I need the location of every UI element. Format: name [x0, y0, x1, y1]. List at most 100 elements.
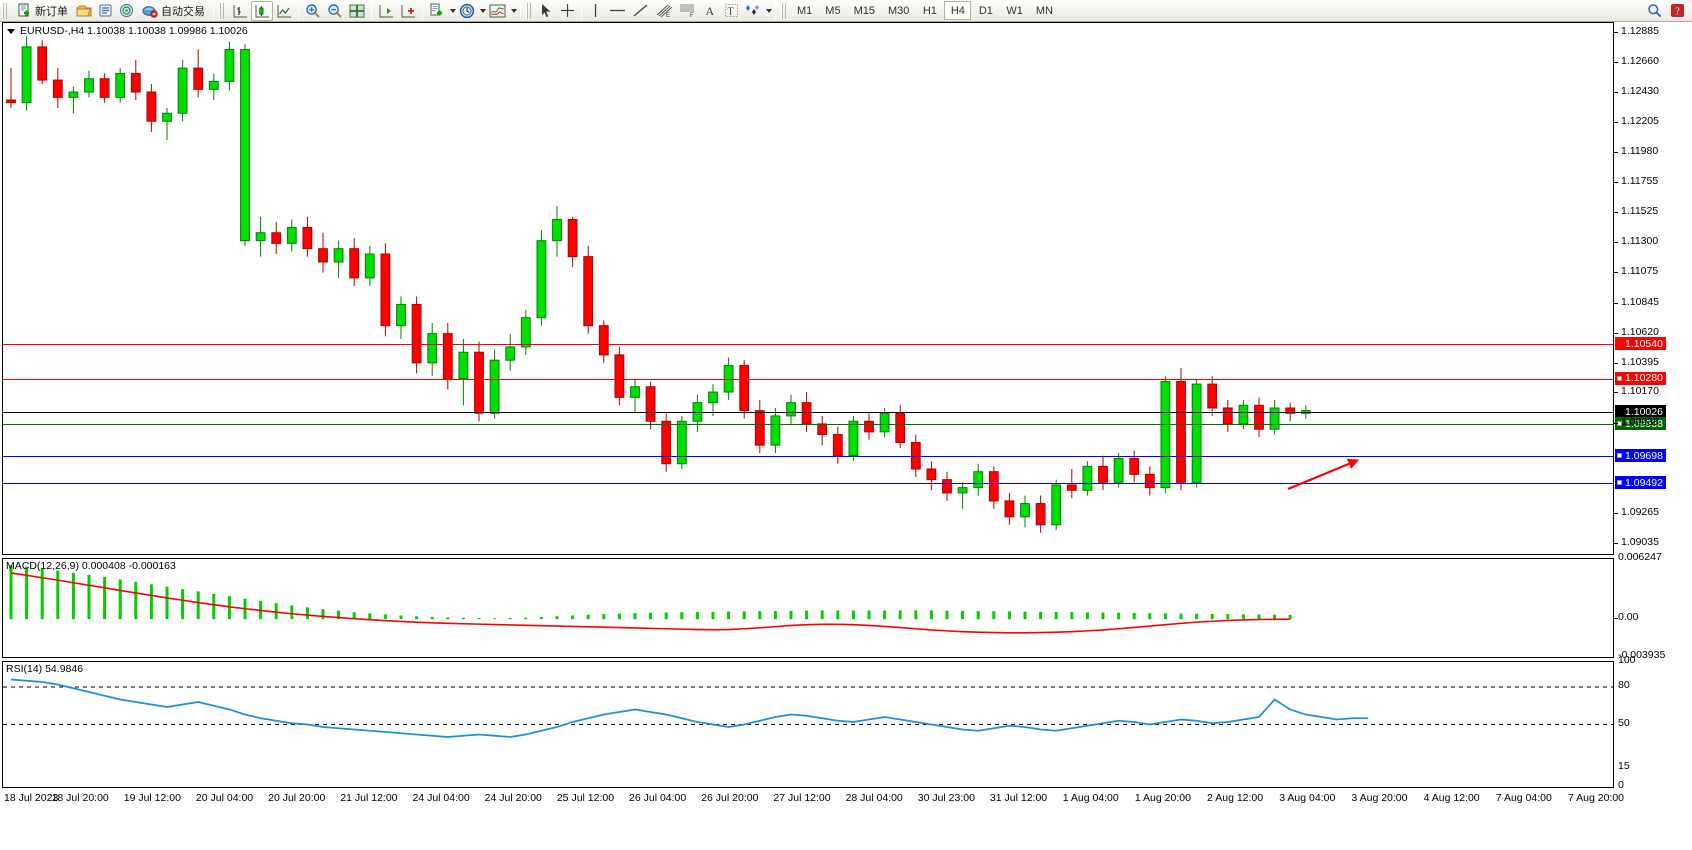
text-a-icon: A	[704, 3, 717, 18]
fibonacci-button[interactable]: F	[676, 1, 700, 21]
chart-shift-button[interactable]	[397, 1, 419, 21]
toolbar-separator-4	[422, 2, 423, 19]
toolbar-grip-3[interactable]	[526, 2, 533, 19]
timeframe-m15[interactable]: M15	[853, 4, 875, 17]
drag-knob[interactable]	[1617, 375, 1622, 381]
timeframe-h1[interactable]: H1	[922, 4, 937, 17]
help-button[interactable]: ?	[1667, 1, 1688, 21]
text-label-button[interactable]: T	[721, 1, 742, 21]
crosshair-icon	[560, 3, 575, 18]
candlestick-button[interactable]	[251, 0, 273, 21]
price-tick-label: 1.10170	[1621, 385, 1659, 398]
indicators-dropdown-caret[interactable]	[450, 8, 456, 13]
support-line-green-label[interactable]: 1.09938	[1615, 417, 1666, 431]
period-dropdown-caret[interactable]	[480, 8, 486, 13]
timeframe-w1[interactable]: W1	[1006, 4, 1023, 17]
auto-scroll-button[interactable]	[375, 1, 397, 21]
price-label-text: 1.09698	[1625, 449, 1663, 462]
line-chart-button[interactable]	[273, 1, 295, 21]
toolbar-separator-5	[520, 2, 521, 19]
period-button[interactable]	[456, 1, 478, 21]
bar-chart-button[interactable]	[229, 1, 251, 21]
timeframe-h4[interactable]: H4	[944, 1, 972, 20]
equidistant-channel-button[interactable]: E	[652, 1, 676, 21]
timeframe-m30[interactable]: M30	[887, 4, 910, 17]
toolbar-separator-3	[371, 2, 372, 19]
resistance-line-1-label[interactable]: 1.10540	[1615, 337, 1666, 351]
new-order-button[interactable]: 新订单	[12, 1, 73, 21]
drag-knob[interactable]	[1617, 480, 1622, 486]
trendline-button[interactable]	[629, 1, 652, 21]
price-tick-label: 1.12430	[1621, 85, 1659, 98]
resistance-line-1[interactable]	[3, 344, 1613, 346]
support-line-blue-2-label[interactable]: 1.09492	[1615, 476, 1666, 490]
time-tick-label: 21 Jul 12:00	[340, 792, 398, 804]
symbol-ohlc-text: EURUSD-,H4 1.10038 1.10038 1.09986 1.100…	[20, 25, 248, 37]
resistance-line-2[interactable]	[3, 378, 1613, 380]
search-button[interactable]	[1644, 1, 1665, 21]
macd-pane[interactable]: MACD(12,26,9) 0.000408 -0.000163	[2, 558, 1614, 658]
time-tick-label: 24 Jul 04:00	[412, 792, 470, 804]
profiles-button[interactable]	[73, 1, 95, 21]
text-label-icon: T	[724, 3, 739, 18]
time-tick-label: 24 Jul 20:00	[484, 792, 542, 804]
horizontal-line-button[interactable]	[606, 1, 629, 21]
time-tick-label: 7 Aug 04:00	[1495, 792, 1552, 804]
vertical-line-button[interactable]	[585, 1, 606, 21]
zoom-out-button[interactable]	[324, 1, 346, 21]
resistance-line-2-label[interactable]: 1.10280	[1615, 371, 1666, 385]
market-watch-button[interactable]	[95, 1, 116, 21]
crosshair-button[interactable]	[557, 1, 578, 21]
templates-dropdown-caret[interactable]	[511, 8, 517, 13]
toolbar-grip-2[interactable]	[219, 2, 226, 19]
time-tick-label: 18 Jul 20:00	[51, 792, 109, 804]
timeframe-m5[interactable]: M5	[825, 4, 841, 17]
autotrading-button[interactable]: 自动交易	[137, 1, 210, 21]
time-tick-label: 3 Aug 04:00	[1279, 792, 1336, 804]
new-order-label: 新订单	[35, 5, 68, 18]
rsi-pane[interactable]: RSI(14) 54.9846	[2, 661, 1614, 788]
shapes-button[interactable]	[742, 1, 764, 21]
text-button[interactable]: A	[700, 1, 721, 21]
indicators-button[interactable]	[426, 1, 448, 21]
tile-windows-button[interactable]	[346, 1, 368, 21]
support-line-green[interactable]	[3, 424, 1613, 426]
last-price-line[interactable]	[3, 412, 1613, 414]
rsi-tick-label: 100	[1618, 654, 1636, 666]
svg-text:E: E	[666, 13, 670, 18]
price-scale[interactable]: 1.10540 1.10280 1.10026 1.09938 1.09698 1.094…	[1614, 22, 1692, 791]
time-scale[interactable]: 18 Jul 2023 18 Jul 20:00 19 Jul 12:00 20 Ju…	[2, 790, 1624, 810]
autotrading-icon	[142, 4, 158, 18]
data-window-button[interactable]	[116, 1, 137, 21]
zoom-in-button[interactable]	[302, 1, 324, 21]
last-price-line-label[interactable]: 1.10026	[1615, 405, 1666, 419]
templates-button[interactable]	[486, 1, 509, 21]
toolbar-grip[interactable]	[2, 2, 9, 19]
rsi-plot	[3, 678, 1613, 738]
clock-icon	[459, 3, 475, 19]
support-line-blue-1-label[interactable]: 1.09698	[1615, 449, 1666, 463]
timeframe-m1[interactable]: M1	[797, 4, 813, 17]
price-tick-label: 1.12205	[1621, 115, 1659, 128]
timeframe-mn[interactable]: MN	[1035, 4, 1053, 17]
support-line-blue-2[interactable]	[3, 483, 1613, 485]
price-pane[interactable]: EURUSD-,H4 1.10038 1.10038 1.09986 1.100…	[2, 22, 1614, 555]
toolbar-grip-4[interactable]	[781, 2, 788, 19]
price-tick-label: 1.10395	[1621, 355, 1659, 368]
shapes-dropdown-caret[interactable]	[766, 8, 772, 13]
auto-scroll-icon	[378, 4, 394, 18]
svg-text:?: ?	[1675, 6, 1680, 17]
support-line-blue-1[interactable]	[3, 456, 1613, 458]
templates-icon	[489, 4, 506, 18]
chart-shift-icon	[400, 4, 416, 18]
cursor-icon	[540, 3, 553, 18]
cursor-button[interactable]	[536, 1, 557, 21]
time-tick-label: 26 Jul 04:00	[629, 792, 687, 804]
chart-collapse-icon[interactable]	[7, 28, 15, 34]
drag-knob[interactable]	[1617, 453, 1622, 459]
timeframe-d1[interactable]: D1	[978, 4, 993, 17]
time-tick-label: 20 Jul 20:00	[268, 792, 326, 804]
macd-tick-label: 0.00	[1618, 611, 1639, 624]
timeframe-group: M1 M5 M15 M30 H1 H4 D1 W1 MN	[791, 1, 1059, 20]
toolbar-separator-6	[581, 2, 582, 19]
